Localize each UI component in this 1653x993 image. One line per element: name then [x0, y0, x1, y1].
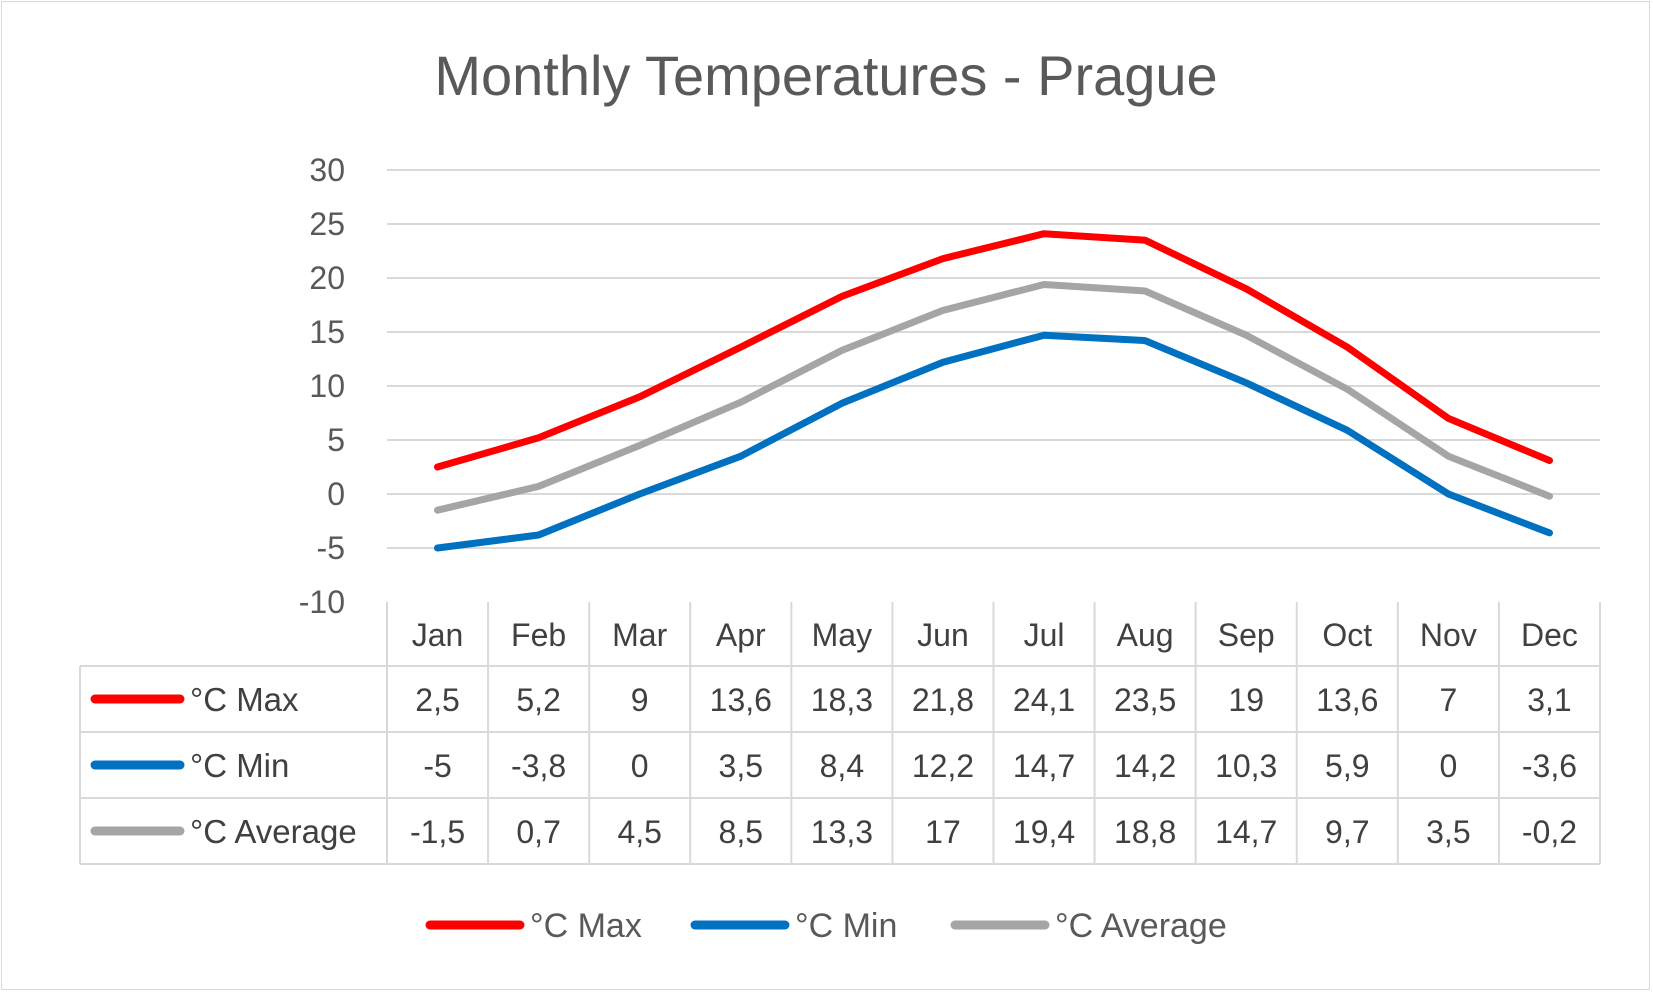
data-label: 8,5 — [719, 814, 763, 850]
data-label: 19,4 — [1013, 814, 1075, 850]
y-axis-ticks: 30 25 20 15 10 5 0 -5 -10 — [299, 152, 345, 620]
data-label: 24,1 — [1013, 682, 1075, 718]
y-tick-label: 25 — [309, 206, 345, 242]
data-label: 14,7 — [1013, 748, 1075, 784]
data-label: 13,6 — [1316, 682, 1378, 718]
series-lines — [434, 230, 1553, 552]
series-line-0 — [434, 230, 1553, 471]
y-tick-label: 20 — [309, 260, 345, 296]
data-label: 10,3 — [1215, 748, 1277, 784]
data-label: 5,2 — [516, 682, 560, 718]
y-tick-label: 0 — [327, 476, 345, 512]
data-label: 17 — [925, 814, 961, 850]
data-label: 0 — [1439, 748, 1457, 784]
chart-title: Monthly Temperatures - Prague — [434, 44, 1217, 107]
data-label: 4,5 — [617, 814, 661, 850]
x-tick-label: May — [812, 617, 872, 653]
x-tick-label: Sep — [1218, 617, 1275, 653]
series-line-1 — [434, 331, 1553, 552]
data-label: 13,6 — [710, 682, 772, 718]
x-tick-label: Jan — [412, 617, 464, 653]
y-tick-label: 30 — [309, 152, 345, 188]
data-label: 21,8 — [912, 682, 974, 718]
legend: °C Max °C Min °C Average — [425, 907, 1227, 945]
y-tick-label: 10 — [309, 368, 345, 404]
x-tick-label: Aug — [1117, 617, 1174, 653]
data-label: 18,3 — [811, 682, 873, 718]
data-label: 7 — [1439, 682, 1457, 718]
row-label: °C Max — [190, 681, 299, 718]
data-label: 14,2 — [1114, 748, 1176, 784]
legend-entry: °C Average — [1055, 907, 1227, 945]
data-label: -3,8 — [511, 748, 566, 784]
data-label: -3,6 — [1522, 748, 1577, 784]
gridlines — [387, 169, 1600, 549]
data-label: 3,5 — [719, 748, 763, 784]
x-tick-label: Dec — [1521, 617, 1578, 653]
data-label: 3,5 — [1426, 814, 1470, 850]
y-tick-label: -10 — [299, 584, 345, 620]
data-label: 0,7 — [516, 814, 560, 850]
row-label: °C Min — [190, 747, 289, 784]
data-label: 8,4 — [820, 748, 864, 784]
data-label: 9,7 — [1325, 814, 1369, 850]
data-label: -5 — [423, 748, 451, 784]
x-tick-label: Jul — [1024, 617, 1065, 653]
data-label: 5,9 — [1325, 748, 1369, 784]
data-label: 23,5 — [1114, 682, 1176, 718]
x-tick-label: Apr — [716, 617, 766, 653]
row-label: °C Average — [190, 813, 357, 850]
series-line-2 — [434, 281, 1553, 514]
data-label: 0 — [631, 748, 649, 784]
x-tick-label: Mar — [612, 617, 667, 653]
legend-entry: °C Min — [795, 907, 897, 945]
legend-entry: °C Max — [530, 907, 642, 945]
data-label: 9 — [631, 682, 649, 718]
y-tick-label: 5 — [327, 422, 345, 458]
data-label: 13,3 — [811, 814, 873, 850]
y-tick-label: -5 — [317, 530, 345, 566]
x-tick-label: Nov — [1420, 617, 1477, 653]
data-label: -1,5 — [410, 814, 465, 850]
data-table: Jan Feb Mar Apr May Jun Jul Aug Sep Oct Nov Dec °C M… — [79, 602, 1601, 865]
x-tick-label: Feb — [511, 617, 566, 653]
data-label: 19 — [1228, 682, 1264, 718]
data-label: 14,7 — [1215, 814, 1277, 850]
data-label: 18,8 — [1114, 814, 1176, 850]
x-tick-label: Jun — [917, 617, 969, 653]
y-tick-label: 15 — [309, 314, 345, 350]
data-label: -0,2 — [1522, 814, 1577, 850]
x-tick-label: Oct — [1322, 617, 1372, 653]
data-label: 12,2 — [912, 748, 974, 784]
data-label: 2,5 — [415, 682, 459, 718]
data-label: 3,1 — [1527, 682, 1571, 718]
